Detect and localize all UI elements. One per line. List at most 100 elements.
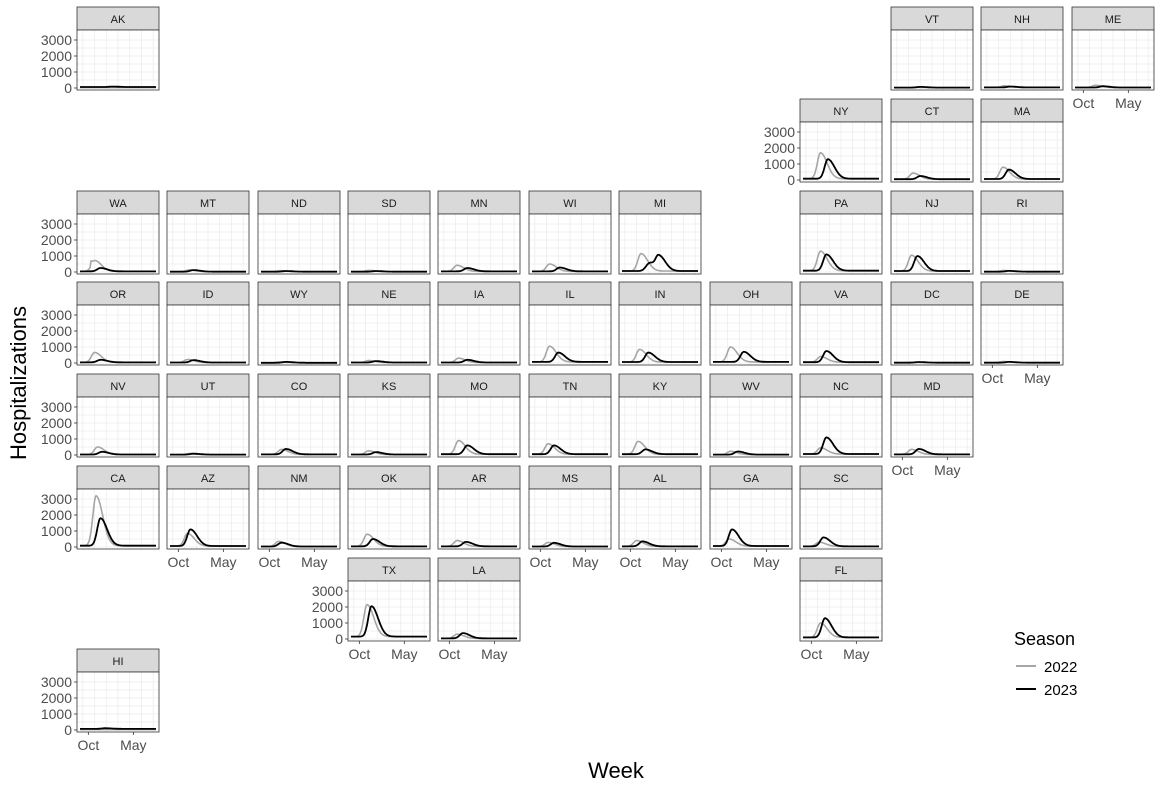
facet-label: FL — [835, 565, 848, 577]
panel-border — [437, 488, 521, 550]
facet-panel-mi: MI — [618, 190, 702, 275]
facet-panel-ut: UT — [166, 373, 250, 458]
facet-label: AZ — [201, 473, 215, 485]
facet-label: NH — [1014, 14, 1030, 26]
legend: Season 2022 2023 — [1014, 629, 1077, 699]
facet-label: NY — [833, 106, 849, 118]
facet-label: CT — [925, 106, 940, 118]
facet-label: NC — [833, 381, 849, 393]
series-line-2023-nd — [261, 270, 337, 273]
y-tick-label: 2000 — [312, 599, 343, 615]
y-tick-label: 2000 — [41, 48, 72, 64]
series-line-2023-or — [80, 358, 156, 364]
y-tick-label: 1000 — [41, 64, 72, 80]
y-tick-label: 3000 — [764, 124, 795, 140]
panel-border — [76, 671, 160, 733]
y-tick-label: 1000 — [41, 431, 72, 447]
series-line-2023-ut — [170, 452, 246, 456]
x-axis-title: Week — [588, 758, 645, 783]
series-line-2023-wy — [261, 361, 337, 364]
facet-panel-la: LA Oct May — [437, 557, 521, 662]
legend-label-2022: 2022 — [1044, 659, 1077, 676]
facet-label: MT — [200, 198, 216, 210]
facet-panel-ri: RI — [980, 190, 1064, 275]
facet-panel-oh: OH — [709, 281, 793, 366]
y-tick-label: 3000 — [41, 307, 72, 323]
facet-panel-mn: MN — [437, 190, 521, 275]
y-tick-label: 1000 — [41, 523, 72, 539]
x-tick-label: Oct — [981, 370, 1003, 386]
series-line-2023-pa — [803, 253, 879, 272]
series-line-2023-ma — [984, 168, 1060, 180]
panel-border — [257, 396, 341, 458]
panel-border — [709, 396, 793, 458]
y-tick-label: 1000 — [41, 248, 72, 264]
y-axis-title: Hospitalizations — [6, 306, 31, 460]
series-line-2023-fl — [803, 617, 879, 639]
y-tick-label: 2000 — [41, 507, 72, 523]
panel-border — [618, 488, 702, 550]
panel-border — [166, 488, 250, 550]
y-tick-label: 2000 — [41, 323, 72, 339]
y-tick-label: 0 — [787, 172, 795, 188]
panel-border — [618, 213, 702, 275]
facet-label: NJ — [925, 198, 938, 210]
facet-label: RI — [1017, 198, 1028, 210]
series-line-2023-ky — [622, 448, 698, 456]
facet-label: TX — [382, 565, 397, 577]
x-tick-label: May — [210, 554, 236, 570]
facet-label: DE — [1014, 289, 1029, 301]
series-line-2023-mo — [441, 444, 517, 456]
facet-panel-fl: FL Oct May — [799, 557, 883, 662]
facet-panel-mo: MO — [437, 373, 521, 458]
series-line-2023-ga — [713, 528, 789, 547]
series-line-2023-ny — [803, 158, 879, 180]
panel-border — [890, 213, 974, 275]
facet-panel-sc: SC — [799, 465, 883, 550]
series-line-2023-hi — [80, 727, 156, 730]
y-tick-label: 1000 — [764, 156, 795, 172]
y-tick-label: 3000 — [41, 491, 72, 507]
series-line-2023-oh — [713, 350, 789, 363]
x-tick-label: Oct — [258, 554, 280, 570]
series-line-2023-nm — [261, 541, 337, 548]
x-tick-label: Oct — [891, 462, 913, 478]
facet-label: LA — [472, 565, 486, 577]
x-tick-label: May — [753, 554, 779, 570]
panel-border — [799, 304, 883, 366]
y-tick-label: 2000 — [41, 232, 72, 248]
facet-panel-ar: AR — [437, 465, 521, 550]
panel-border — [709, 304, 793, 366]
series-line-2023-ks — [351, 451, 427, 456]
panel-border — [437, 580, 521, 642]
y-tick-label: 1000 — [41, 339, 72, 355]
facet-label: MA — [1014, 106, 1031, 118]
series-line-2023-va — [803, 350, 879, 364]
series-line-2023-tn — [532, 444, 608, 456]
facet-panel-ct: CT — [890, 98, 974, 183]
x-tick-label: May — [843, 646, 869, 662]
facet-label: HI — [113, 656, 124, 668]
x-tick-label: Oct — [619, 554, 641, 570]
panel-border — [166, 304, 250, 366]
series-line-2023-mn — [441, 267, 517, 273]
panel-border — [618, 304, 702, 366]
facet-panel-az: AZ Oct May — [166, 465, 250, 570]
facet-panel-nc: NC — [799, 373, 883, 458]
series-line-2023-vt — [894, 86, 970, 89]
series-line-2023-ct — [894, 175, 970, 181]
facet-label: AR — [471, 473, 486, 485]
panel-border — [890, 29, 974, 91]
legend-label-2023: 2023 — [1044, 682, 1077, 699]
facet-panel-id: ID — [166, 281, 250, 366]
facet-panel-ms: MS Oct May — [528, 465, 612, 570]
panel-border — [980, 213, 1064, 275]
facet-label: AK — [111, 14, 126, 26]
facet-label: WV — [742, 381, 760, 393]
